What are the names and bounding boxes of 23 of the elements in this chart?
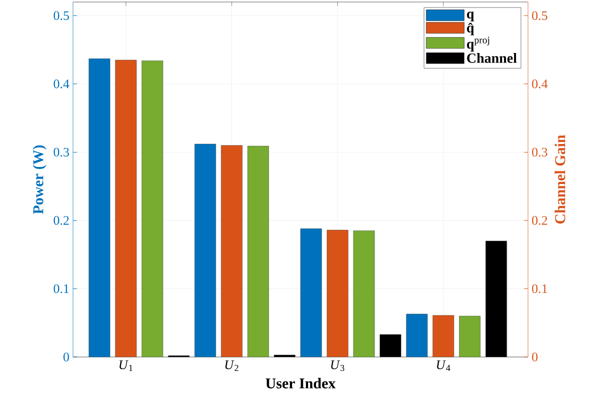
y-tick-label: 0.4 (54, 80, 70, 88)
y-tick-label: 0.5 (54, 11, 69, 20)
y2-tick-label: 0.5 (532, 11, 548, 20)
y2-tick-label: 0 (532, 352, 538, 362)
y2-tick-label: 0.4 (532, 80, 548, 88)
legend-label: q̂ (466, 22, 474, 36)
x-axis-title: User Index (266, 378, 336, 388)
y-tick-label: 0.3 (54, 148, 69, 157)
y-axis-title: Power (W) (32, 145, 46, 214)
legend-label: q (466, 12, 474, 22)
legend-label: q$^{proj}$ (466, 36, 490, 52)
y2-axis-title: Channel Gain (554, 134, 566, 224)
y2-tick-label: 0.3 (532, 148, 548, 157)
y2-tick-label: 0.2 (532, 216, 548, 225)
y-tick-label: 0.2 (54, 216, 69, 225)
x-tick-label: U$_{3}$ (331, 360, 344, 372)
y2-tick-label: 0.1 (532, 284, 548, 294)
y-tick-label: 0 (63, 352, 69, 362)
x-tick-label: U$_{2}$ (225, 360, 238, 371)
y-tick-label: 0.1 (54, 284, 69, 294)
x-tick-label: U$_{4}$ (436, 360, 450, 371)
x-tick-label: U$_{1}$ (120, 360, 132, 371)
legend-label: Channel (467, 53, 517, 63)
